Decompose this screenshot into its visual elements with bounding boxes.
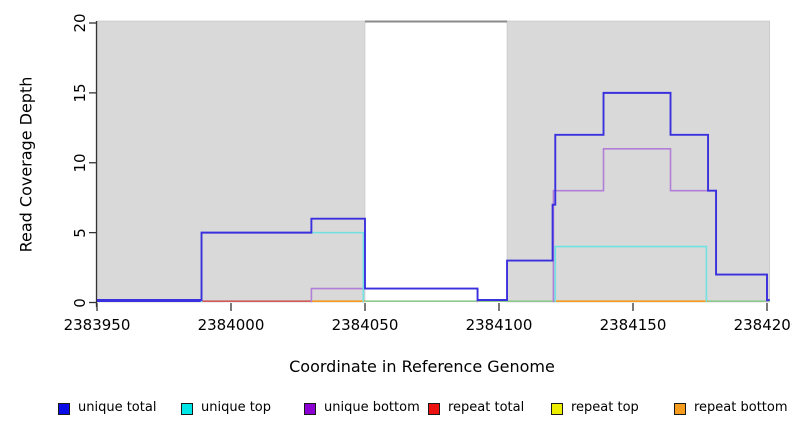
legend-swatch-icon [304, 403, 316, 415]
legend-swatch-icon [674, 403, 686, 415]
y-tick-label: 10 [71, 153, 89, 173]
x-axis-title: Coordinate in Reference Genome [289, 357, 555, 376]
y-tick-label: 20 [71, 13, 89, 33]
gray-region-right [506, 20, 770, 303]
legend-swatch-icon [181, 403, 193, 415]
legend-item-unique-top: unique top [181, 399, 301, 417]
x-tick-label: 2384000 [197, 316, 265, 334]
y-tick-label: 15 [71, 83, 89, 103]
legend-item-repeat-top: repeat top [551, 399, 671, 417]
legend-item-repeat-bottom: repeat bottom [674, 399, 792, 417]
legend-item-unique-total: unique total [58, 399, 178, 417]
legend: unique total unique top unique bottom repea… [0, 399, 792, 423]
y-tick-label: 5 [71, 227, 89, 238]
y-tick-label: 0 [71, 297, 89, 308]
series-line-unique-top [554, 245, 708, 303]
legend-label: repeat top [571, 400, 639, 415]
legend-label: repeat total [448, 400, 525, 415]
legend-swatch-icon [58, 403, 70, 415]
legend-label: unique total [78, 400, 157, 415]
x-tick-label: 2384150 [599, 316, 667, 334]
x-tick-label: 2384100 [465, 316, 533, 334]
legend-label: repeat bottom [694, 400, 788, 415]
legend-item-unique-bottom: unique bottom [304, 399, 424, 417]
legend-item-repeat-total: repeat total [428, 399, 548, 417]
legend-swatch-icon [551, 403, 563, 415]
gray-region-left [96, 20, 366, 303]
plot-area-svg [89, 20, 770, 311]
legend-label: unique bottom [324, 400, 420, 415]
legend-swatch-icon [428, 403, 440, 415]
y-axis-title: Read Coverage Depth [16, 76, 36, 253]
x-tick-label: 2383950 [63, 316, 131, 334]
x-tick-label: 2384050 [331, 316, 399, 334]
legend-label: unique top [201, 400, 272, 415]
series-line-unique-total [97, 91, 770, 301]
